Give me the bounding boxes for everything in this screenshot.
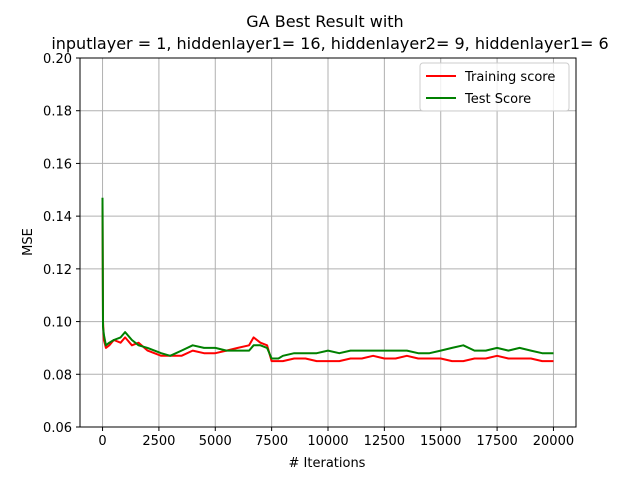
y-tick-label: 0.08 <box>43 368 72 383</box>
x-tick-label: 10000 <box>307 434 348 449</box>
x-axis-label: # Iterations <box>289 456 366 471</box>
series-line-training-score <box>101 202 554 363</box>
x-tick-label: 20000 <box>533 434 574 449</box>
legend: Training score Test Score <box>419 62 570 112</box>
legend-label: Training score <box>464 70 555 85</box>
y-tick-label: 0.20 <box>43 52 72 67</box>
chart-subtitle: inputlayer = 1, hiddenlayer1= 16, hidden… <box>51 34 608 53</box>
y-tick-label: 0.12 <box>43 263 72 278</box>
x-tick-label: 7500 <box>255 434 288 449</box>
x-tick-label: 0 <box>98 434 106 449</box>
y-axis-label: MSE <box>21 228 36 256</box>
x-tick-label: 17500 <box>476 434 517 449</box>
x-tick-label: 12500 <box>364 434 405 449</box>
grid <box>80 57 576 428</box>
series-layer <box>101 197 554 363</box>
x-tick-label: 2500 <box>142 434 175 449</box>
x-tick-label: 5000 <box>199 434 232 449</box>
x-tick-label: 15000 <box>420 434 461 449</box>
legend-label: Test Score <box>464 92 531 107</box>
y-tick-label: 0.10 <box>43 316 72 331</box>
y-tick-label: 0.06 <box>43 421 72 436</box>
chart-title: GA Best Result with <box>246 12 403 31</box>
legend-box <box>419 62 570 112</box>
ticks: 0 2500 5000 7500 10000 12500 15000 17500 20000 0.… <box>43 52 574 449</box>
y-tick-label: 0.16 <box>43 157 72 172</box>
series-line-test-score <box>101 197 554 360</box>
y-tick-label: 0.14 <box>43 210 72 225</box>
y-tick-label: 0.18 <box>43 105 72 120</box>
